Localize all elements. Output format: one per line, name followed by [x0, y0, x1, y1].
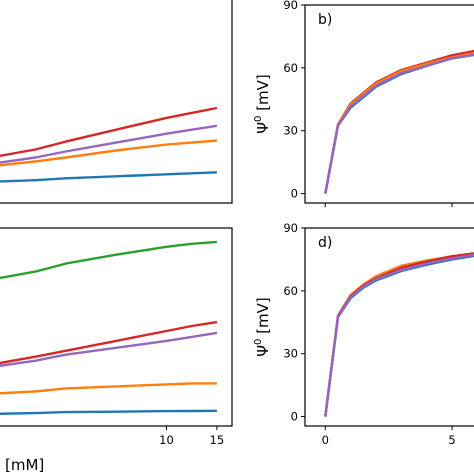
- y-tick-label: 30: [283, 347, 298, 361]
- series-layer: [324, 49, 474, 194]
- y-tick-label: 90: [283, 221, 298, 235]
- plot-frame: [0, 0, 233, 204]
- series-layer: [324, 252, 474, 417]
- series-layer: [0, 240, 218, 415]
- y-axis-label-unit: [mV]: [254, 74, 272, 115]
- x-tick-label: 10: [159, 433, 174, 447]
- y-axis-label-unit: [mV]: [254, 297, 272, 338]
- series-line-3: [0, 331, 218, 367]
- series-line-2: [324, 252, 474, 417]
- series-line-1: [0, 240, 217, 280]
- x-axis-label: [mM]: [5, 456, 44, 474]
- panel-top-left: [0, 0, 233, 204]
- series-line-3: [324, 254, 474, 417]
- y-axis-label-base: Ψ: [254, 122, 272, 134]
- y-tick-label: 60: [283, 284, 298, 298]
- x-tick-label: 15: [210, 433, 225, 447]
- series-layer: [0, 106, 218, 183]
- plot-frame: [304, 4, 474, 204]
- series-line-5: [0, 171, 217, 183]
- series-line-4: [324, 253, 474, 417]
- series-line-3: [0, 124, 218, 164]
- series-line-4: [0, 139, 217, 167]
- series-line-1: [324, 252, 474, 417]
- plot-frame: [304, 227, 474, 427]
- y-tick-label: 60: [283, 61, 298, 75]
- series-line-4: [0, 382, 217, 395]
- series-line-2: [0, 106, 218, 158]
- x-tick-label: 0: [322, 433, 329, 447]
- series-line-2: [0, 320, 218, 365]
- y-axis-label-base: Ψ: [254, 345, 272, 357]
- plot-frame: [0, 227, 233, 427]
- y-axis-label-superscript: 0: [253, 339, 264, 345]
- y-axis-label: Ψ0 [mV]: [253, 297, 272, 357]
- y-axis-label-superscript: 0: [253, 116, 264, 122]
- series-line-2: [324, 51, 474, 194]
- y-tick-label: 0: [291, 410, 298, 424]
- series-line-4: [324, 53, 474, 194]
- y-tick-label: 0: [291, 187, 298, 201]
- y-tick-label: 90: [283, 0, 298, 12]
- y-tick-label: 30: [283, 124, 298, 138]
- panel-bottom-left: [mM] 10 15: [0, 227, 233, 474]
- panel-label: b): [318, 12, 332, 28]
- x-tick-label: 5: [448, 433, 455, 447]
- y-axis-label: Ψ0 [mV]: [253, 74, 272, 134]
- series-line-5: [0, 409, 217, 415]
- panel-label: d): [318, 235, 332, 251]
